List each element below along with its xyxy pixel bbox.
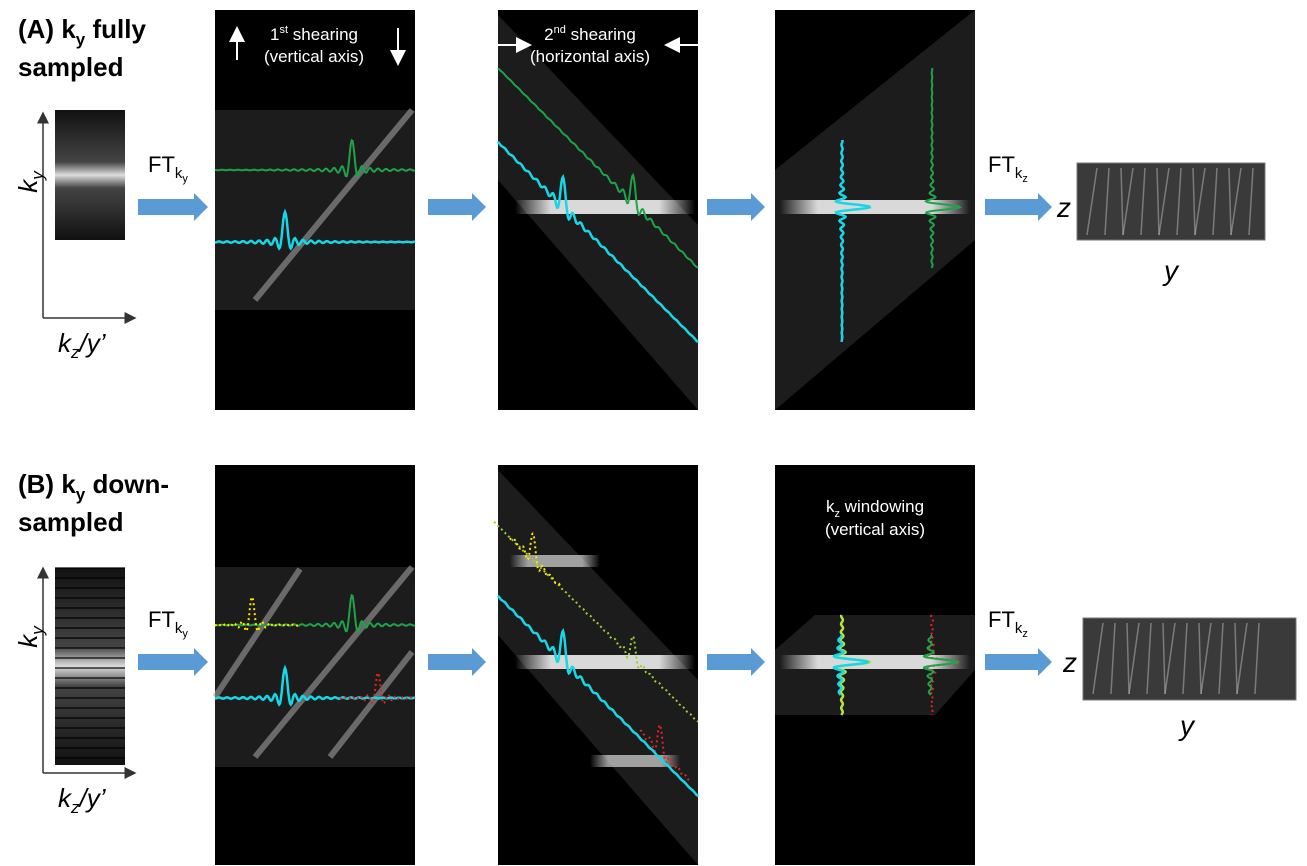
- input-kspace: [55, 110, 125, 240]
- step-label-part: 1: [270, 25, 279, 44]
- heading-part: (A) k: [18, 14, 76, 44]
- heading-part: (B) k: [18, 469, 76, 499]
- ft-label-part: FT: [148, 607, 175, 632]
- heading-part: sampled: [18, 52, 124, 82]
- process-arrow: [707, 648, 765, 676]
- ft-label-part: FT: [988, 152, 1015, 177]
- signal-blob: [510, 555, 600, 567]
- process-arrow: [428, 648, 486, 676]
- ft-label-part: y: [182, 628, 188, 640]
- step-label-part: shearing: [288, 25, 358, 44]
- process-arrow: [138, 648, 208, 676]
- ft-label-part: z: [1022, 173, 1028, 185]
- axis-label-part: y: [28, 625, 47, 636]
- ft-label-part: z: [1022, 628, 1028, 640]
- axis-label: ky: [13, 170, 47, 193]
- axis-label: kz/y’: [58, 783, 107, 817]
- step-label: (vertical axis): [825, 520, 925, 539]
- step-label-part: windowing: [840, 497, 924, 516]
- ft-label-part: FT: [988, 607, 1015, 632]
- process-arrow: [707, 193, 765, 221]
- heading-part: sampled: [18, 507, 124, 537]
- step-label-part: (vertical axis): [264, 47, 364, 66]
- ft-label-part: y: [182, 173, 188, 185]
- process-arrow: [985, 648, 1052, 676]
- heading: (A) ky fully: [18, 14, 146, 49]
- axis-label-part: /y’: [78, 783, 107, 813]
- step-label-part: 2: [544, 25, 553, 44]
- ft-label: FTkz: [988, 152, 1028, 185]
- heading: (B) ky down-: [18, 469, 169, 504]
- axis-label-part: y: [28, 170, 47, 181]
- step-label: (horizontal axis): [530, 47, 650, 66]
- signal-blob: [515, 655, 695, 669]
- figure: (A) ky fullysampledkykz/y’FTky1st sheari…: [0, 0, 1307, 866]
- signal-blob: [780, 655, 970, 669]
- axis-label: kz/y’: [58, 328, 107, 362]
- axis-label: z: [1056, 192, 1071, 223]
- process-arrow: [428, 193, 486, 221]
- step-label-part: nd: [554, 24, 566, 36]
- signal-blob: [780, 200, 970, 214]
- axis-label: ky: [13, 625, 47, 648]
- axis-label: y: [1162, 255, 1180, 286]
- step-label-part: shearing: [566, 25, 636, 44]
- heading-part: down-: [85, 469, 169, 499]
- axis-label: z: [1062, 647, 1077, 678]
- heading: sampled: [18, 507, 124, 537]
- ft-label: FTky: [148, 607, 188, 640]
- ft-label: FTky: [148, 152, 188, 185]
- step-label: (vertical axis): [264, 47, 364, 66]
- signal-blob: [515, 200, 695, 214]
- axis-label-part: /y’: [78, 328, 107, 358]
- step-label-part: (horizontal axis): [530, 47, 650, 66]
- heading: sampled: [18, 52, 124, 82]
- axis-label: y: [1178, 710, 1196, 741]
- process-arrow: [138, 193, 208, 221]
- heading-part: fully: [85, 14, 146, 44]
- axis-label-part: z: [70, 798, 80, 817]
- step-label-part: st: [279, 24, 288, 36]
- ft-label: FTkz: [988, 607, 1028, 640]
- process-arrow: [985, 193, 1052, 221]
- axis-label-part: z: [70, 343, 80, 362]
- ft-label-part: FT: [148, 152, 175, 177]
- step-label-part: (vertical axis): [825, 520, 925, 539]
